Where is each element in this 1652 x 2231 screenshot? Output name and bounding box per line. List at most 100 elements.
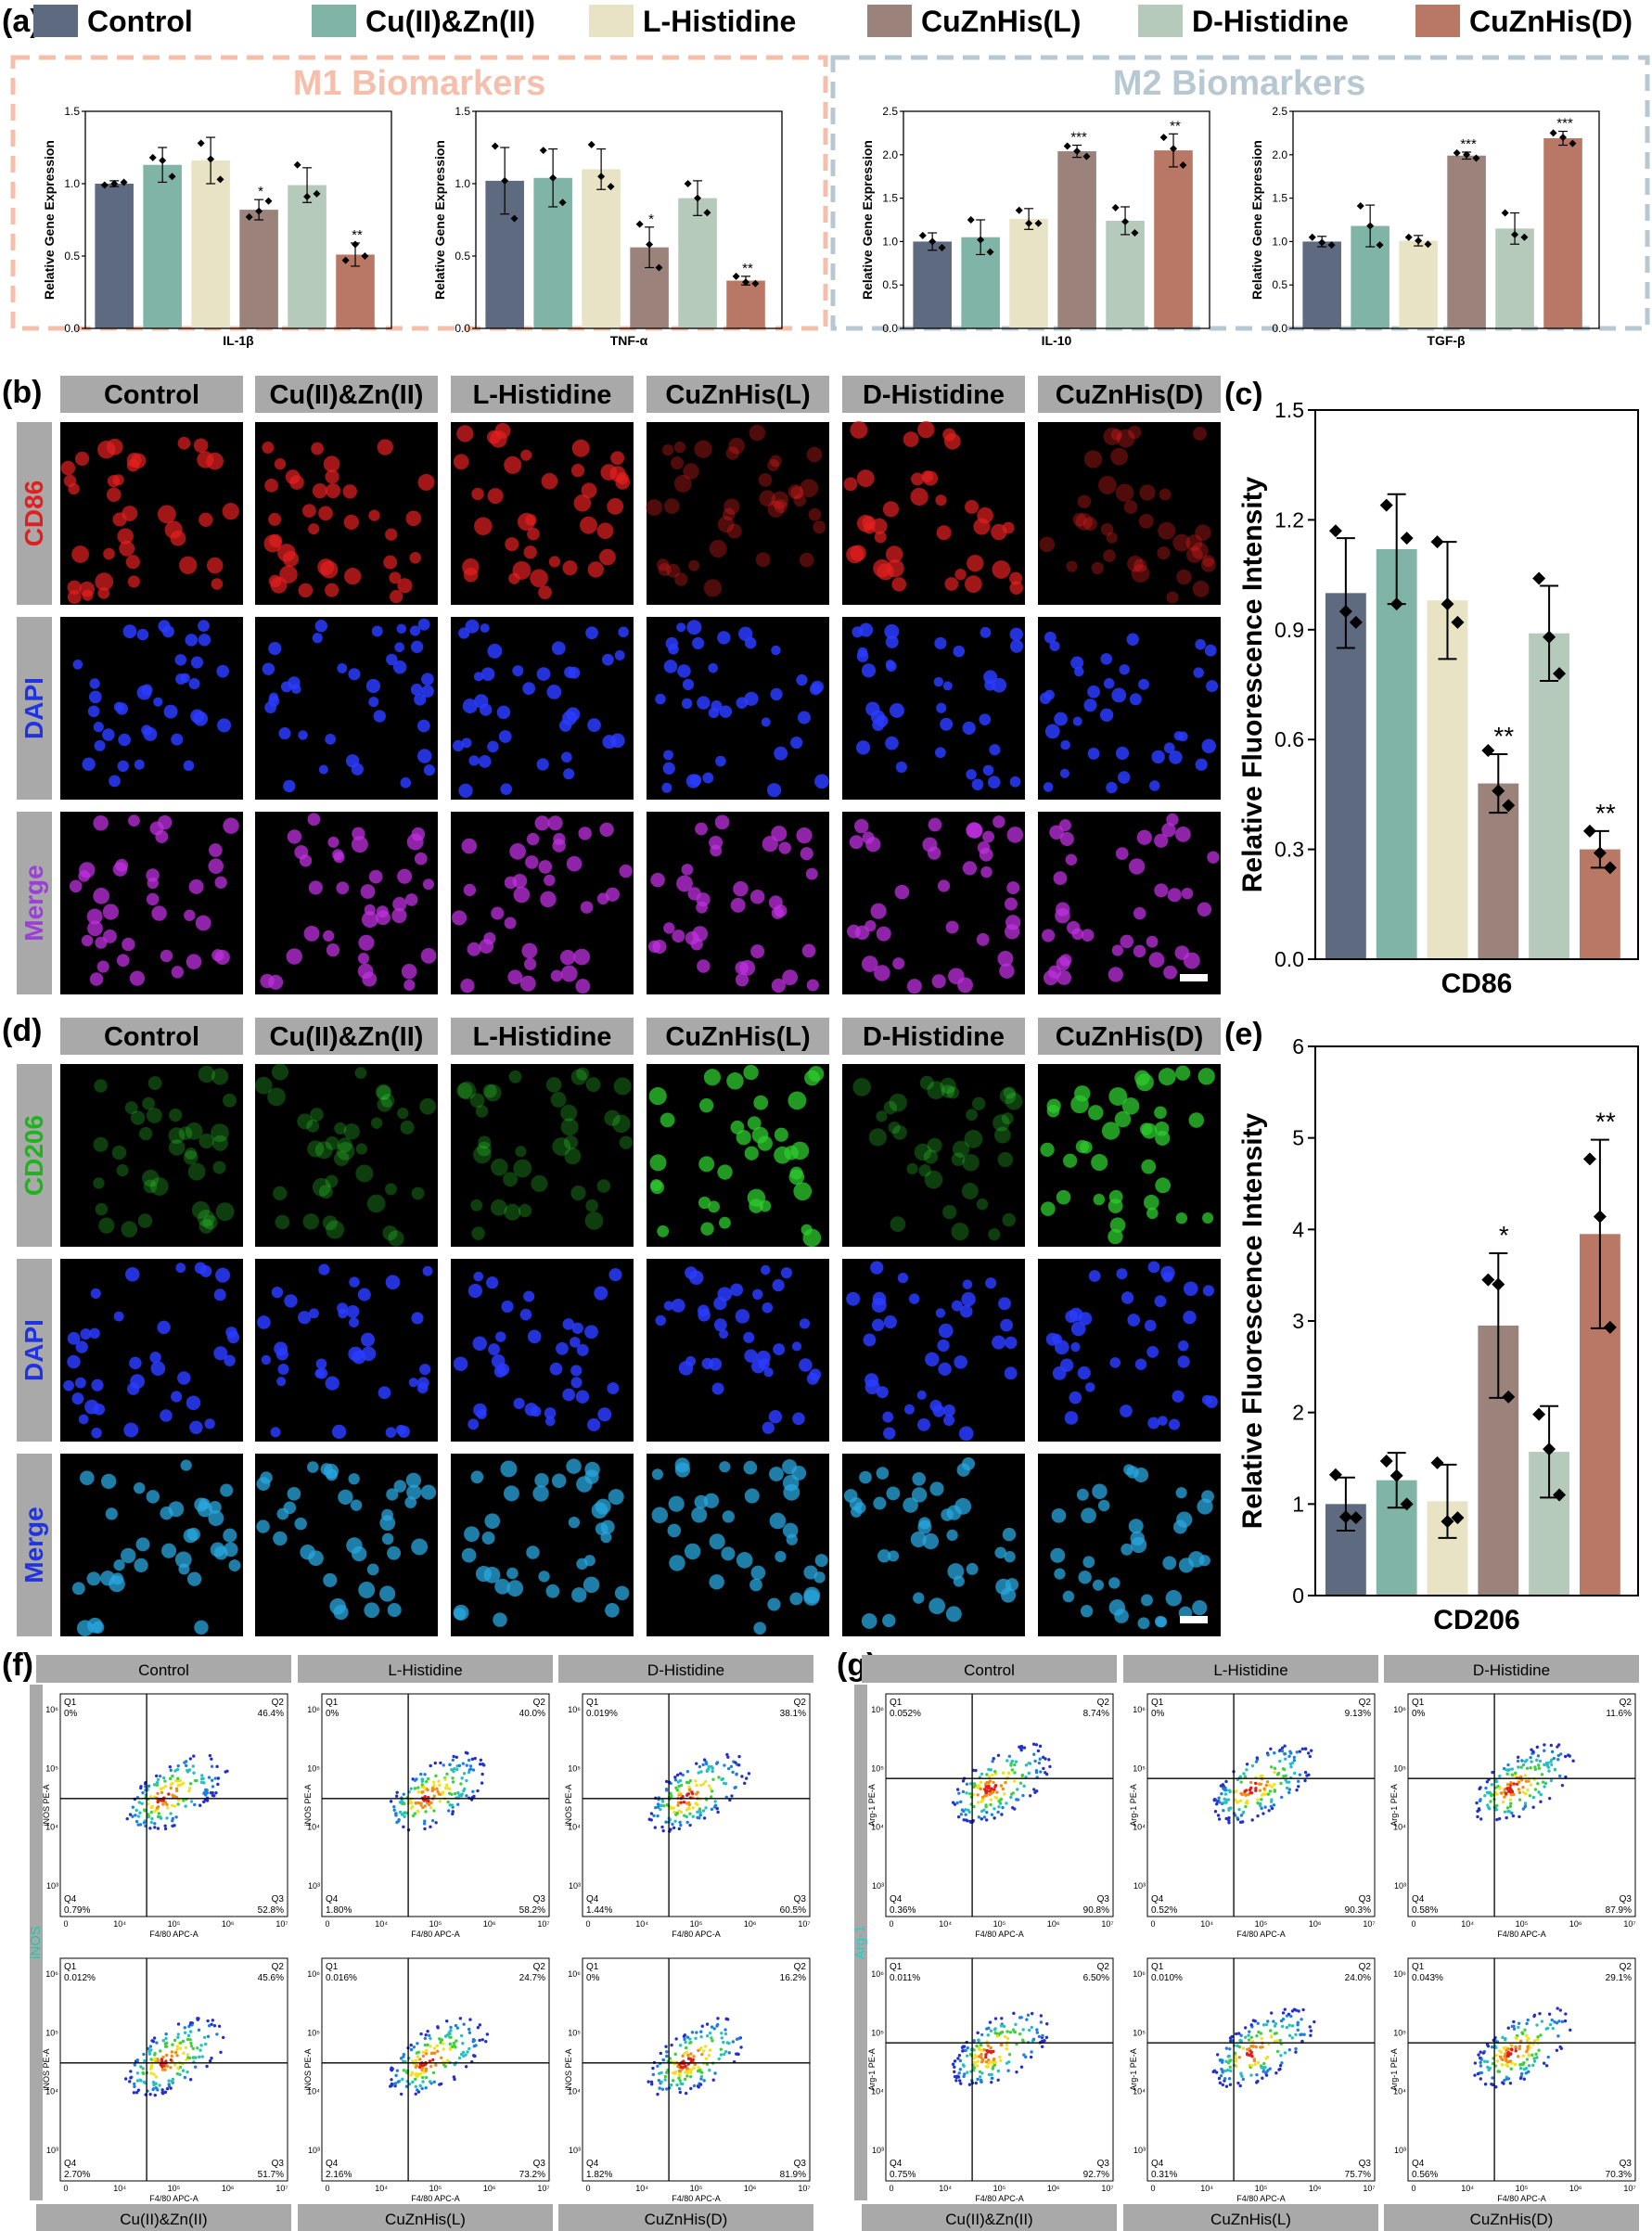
event-dot [188,2038,192,2042]
cell [298,583,314,598]
cell [1131,564,1150,583]
cell [962,1154,980,1172]
event-dot [661,1828,665,1833]
cell [88,690,102,704]
column-header [60,1018,243,1055]
event-dot [1518,1798,1522,1801]
y-tick-label: 10⁵ [1133,1763,1146,1773]
event-dot [1259,1804,1262,1808]
cell [538,585,552,600]
event-dot [1481,2051,1486,2055]
event-dot [461,2050,466,2055]
event-dot [980,1772,984,1776]
event-dot [678,2090,683,2095]
cell [71,1582,85,1596]
event-dot [980,1798,985,1801]
event-dot [182,1799,186,1802]
quadrant-value: 0% [64,1709,78,1719]
y-tick-label: 10⁵ [1133,2028,1146,2037]
event-dot [445,2019,449,2023]
event-dot [1558,2008,1562,2012]
x-axis-label: F4/80 APC-A [975,1930,1024,1939]
event-dot [438,1783,442,1788]
column-header [1038,376,1221,413]
event-dot [1248,2030,1251,2033]
event-dot [1234,2032,1238,2036]
cell [607,497,624,515]
cell [894,884,910,900]
event-dot [685,2035,690,2039]
y-tick-label: 3 [1292,1309,1304,1333]
cell [991,523,1007,541]
event-dot [688,1812,692,1816]
y-tick-label: 0.5 [1272,278,1287,291]
cell [715,755,726,767]
event-dot [972,1804,976,1809]
x-axis-label: F4/80 APC-A [672,2194,721,2203]
event-dot [989,2060,993,2064]
cell [1009,776,1021,788]
cell [483,1566,501,1583]
event-dot [664,1820,668,1824]
event-dot [980,2071,984,2075]
cell [576,1476,593,1493]
cell [421,685,434,698]
event-dot [1543,1743,1546,1747]
data-point [1451,1511,1465,1525]
cell [584,1325,598,1340]
event-dot [393,1812,398,1816]
event-dot [447,1809,451,1813]
data-point [491,142,499,150]
event-dot [716,1810,720,1814]
event-dot [1268,1783,1272,1788]
event-dot [953,2070,956,2074]
x-tick-label: 10⁷ [798,2184,810,2193]
event-dot [426,2030,429,2033]
cell [473,1403,487,1417]
quadrant-value: 6.50% [1083,1973,1109,1983]
cell [284,1294,298,1308]
event-dot [478,2038,481,2043]
event-dot [411,2080,415,2084]
cell [703,1069,721,1086]
event-dot [651,2072,656,2077]
cell [521,942,538,959]
event-dot [173,2050,178,2055]
cell [1077,494,1092,509]
event-dot [1009,1763,1013,1767]
event-dot [432,1784,436,1788]
event-dot [715,2024,719,2028]
cell [318,764,328,775]
cell [215,1267,231,1283]
event-dot [1526,1788,1530,1792]
cell [736,1552,753,1569]
cell [360,1332,375,1347]
data-point [1400,1497,1414,1511]
x-tick-label: 10⁴ [635,2184,648,2193]
event-dot [966,2046,969,2050]
x-tick-label: 10⁶ [222,1919,235,1929]
y-tick-label: 1.2 [1274,507,1304,532]
event-dot [157,1812,161,1815]
cell [416,1382,429,1394]
cell [325,469,339,484]
cell [348,668,361,681]
event-dot [692,2055,696,2058]
event-dot [395,1790,399,1794]
event-dot [165,1816,169,1820]
cell [160,949,173,963]
quadrant-label: Q3 [533,2159,546,2169]
event-dot [657,2078,661,2083]
quadrant-label: Q3 [1097,1894,1110,1904]
x-axis-label: F4/80 APC-A [411,2194,460,2203]
cell [767,458,780,472]
event-dot [133,2084,136,2089]
cell [1195,638,1206,650]
data-point [1400,532,1414,545]
cell [283,779,296,793]
row-label: Arg-1 [852,1926,868,1960]
event-dot [424,1810,428,1814]
cell [1204,644,1217,657]
event-dot [1510,1767,1515,1771]
